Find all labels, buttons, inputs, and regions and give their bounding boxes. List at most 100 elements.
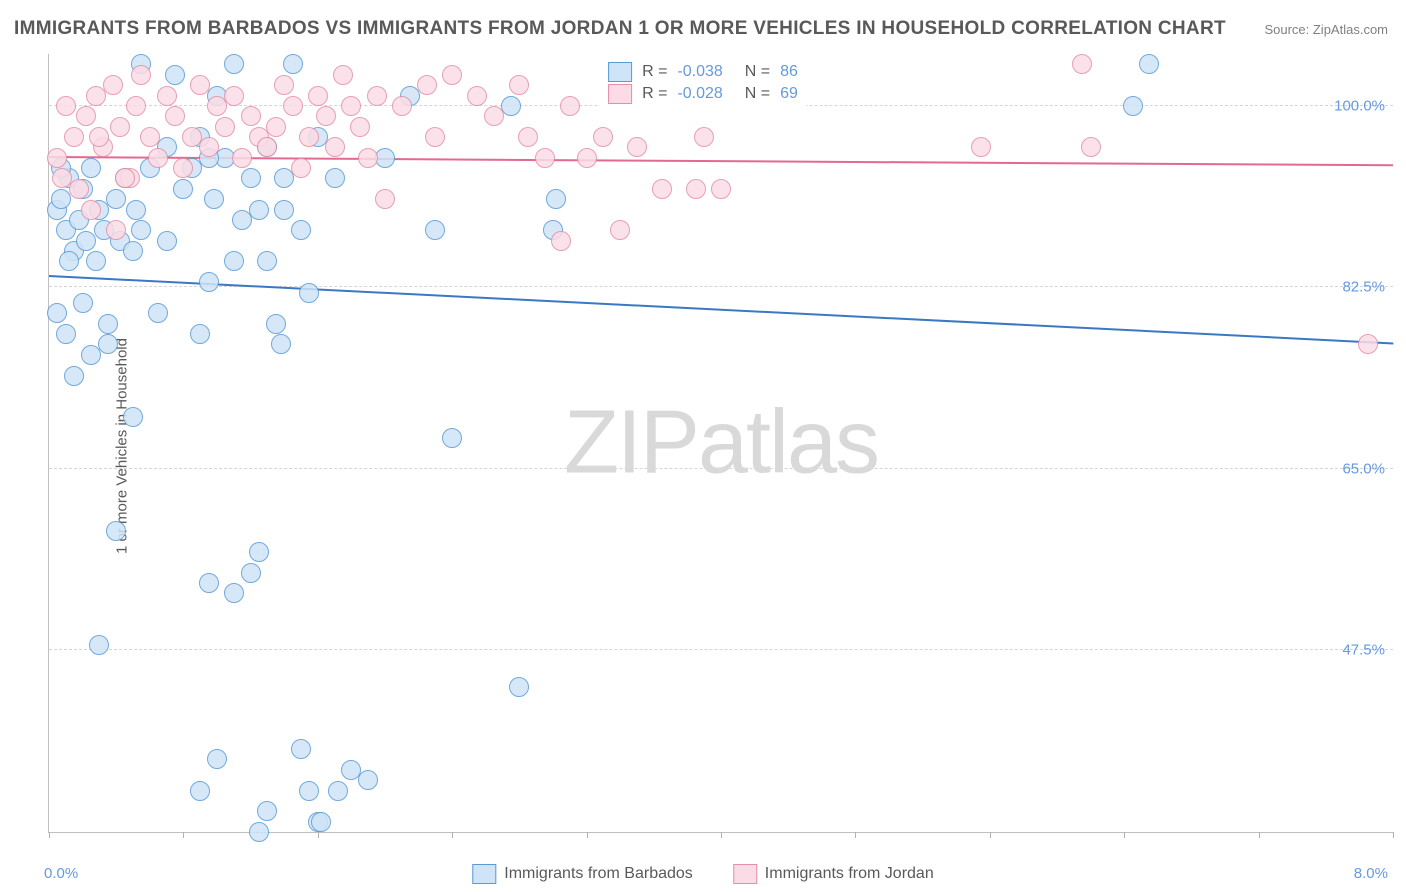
gridline <box>49 649 1393 650</box>
x-tick <box>990 832 991 838</box>
scatter-point <box>51 189 71 209</box>
x-tick <box>1393 832 1394 838</box>
scatter-point <box>56 96 76 116</box>
scatter-point <box>257 801 277 821</box>
scatter-point <box>375 189 395 209</box>
legend-swatch <box>733 864 757 884</box>
legend-swatch <box>472 864 496 884</box>
scatter-point <box>190 324 210 344</box>
scatter-point <box>551 231 571 251</box>
correlation-legend: R = -0.038N = 86R = -0.028N = 69 <box>600 58 806 108</box>
correlation-legend-row: R = -0.038N = 86 <box>608 62 798 82</box>
scatter-point <box>207 749 227 769</box>
scatter-point <box>148 303 168 323</box>
x-tick <box>721 832 722 838</box>
scatter-point <box>257 137 277 157</box>
x-tick <box>183 832 184 838</box>
scatter-point <box>425 127 445 147</box>
scatter-point <box>98 334 118 354</box>
scatter-point <box>157 86 177 106</box>
scatter-point <box>442 65 462 85</box>
x-axis-max-label: 8.0% <box>1354 865 1388 882</box>
scatter-point <box>204 189 224 209</box>
scatter-point <box>81 345 101 365</box>
scatter-point <box>47 303 67 323</box>
scatter-point <box>417 75 437 95</box>
legend-item: Immigrants from Jordan <box>733 864 934 884</box>
scatter-point <box>291 158 311 178</box>
scatter-point <box>199 137 219 157</box>
scatter-point <box>64 366 84 386</box>
scatter-point <box>59 251 79 271</box>
scatter-point <box>69 179 89 199</box>
scatter-point <box>392 96 412 116</box>
scatter-point <box>126 200 146 220</box>
scatter-point <box>190 781 210 801</box>
scatter-point <box>257 251 277 271</box>
scatter-point <box>1358 334 1378 354</box>
scatter-point <box>283 54 303 74</box>
y-tick-label: 82.5% <box>1342 279 1385 296</box>
scatter-point <box>627 137 647 157</box>
scatter-point <box>291 739 311 759</box>
x-tick <box>1259 832 1260 838</box>
scatter-point <box>89 127 109 147</box>
scatter-point <box>73 293 93 313</box>
series-legend: Immigrants from BarbadosImmigrants from … <box>472 864 933 884</box>
scatter-point <box>610 220 630 240</box>
scatter-point <box>535 148 555 168</box>
scatter-point <box>115 168 135 188</box>
scatter-point <box>1072 54 1092 74</box>
scatter-point <box>425 220 445 240</box>
scatter-point <box>165 65 185 85</box>
scatter-point <box>1139 54 1159 74</box>
scatter-point <box>271 334 291 354</box>
scatter-point <box>249 822 269 842</box>
scatter-point <box>131 220 151 240</box>
y-tick-label: 47.5% <box>1342 642 1385 659</box>
scatter-point <box>266 314 286 334</box>
scatter-point <box>47 148 67 168</box>
scatter-point <box>274 200 294 220</box>
scatter-point <box>358 770 378 790</box>
scatter-point <box>367 86 387 106</box>
x-tick <box>318 832 319 838</box>
scatter-point <box>106 189 126 209</box>
scatter-point <box>694 127 714 147</box>
scatter-point <box>266 117 286 137</box>
source-label: Source: ZipAtlas.com <box>1264 22 1388 37</box>
scatter-point <box>165 106 185 126</box>
scatter-point <box>971 137 991 157</box>
y-tick-label: 65.0% <box>1342 460 1385 477</box>
scatter-point <box>686 179 706 199</box>
scatter-point <box>224 583 244 603</box>
scatter-point <box>311 812 331 832</box>
scatter-point <box>501 96 521 116</box>
scatter-point <box>52 168 72 188</box>
scatter-point <box>215 117 235 137</box>
scatter-point <box>593 127 613 147</box>
scatter-point <box>241 168 261 188</box>
scatter-point <box>546 189 566 209</box>
scatter-point <box>274 75 294 95</box>
x-tick <box>855 832 856 838</box>
scatter-point <box>140 127 160 147</box>
scatter-point <box>126 96 146 116</box>
legend-label: Immigrants from Jordan <box>765 865 934 883</box>
scatter-point <box>76 106 96 126</box>
scatter-point <box>711 179 731 199</box>
x-axis-min-label: 0.0% <box>44 865 78 882</box>
scatter-point <box>652 179 672 199</box>
scatter-point <box>249 200 269 220</box>
scatter-point <box>89 635 109 655</box>
scatter-point <box>224 251 244 271</box>
scatter-point <box>1081 137 1101 157</box>
gridline <box>49 468 1393 469</box>
scatter-point <box>577 148 597 168</box>
scatter-point <box>518 127 538 147</box>
scatter-point <box>291 220 311 240</box>
scatter-point <box>199 272 219 292</box>
x-tick <box>49 832 50 838</box>
scatter-point <box>299 283 319 303</box>
scatter-point <box>224 54 244 74</box>
